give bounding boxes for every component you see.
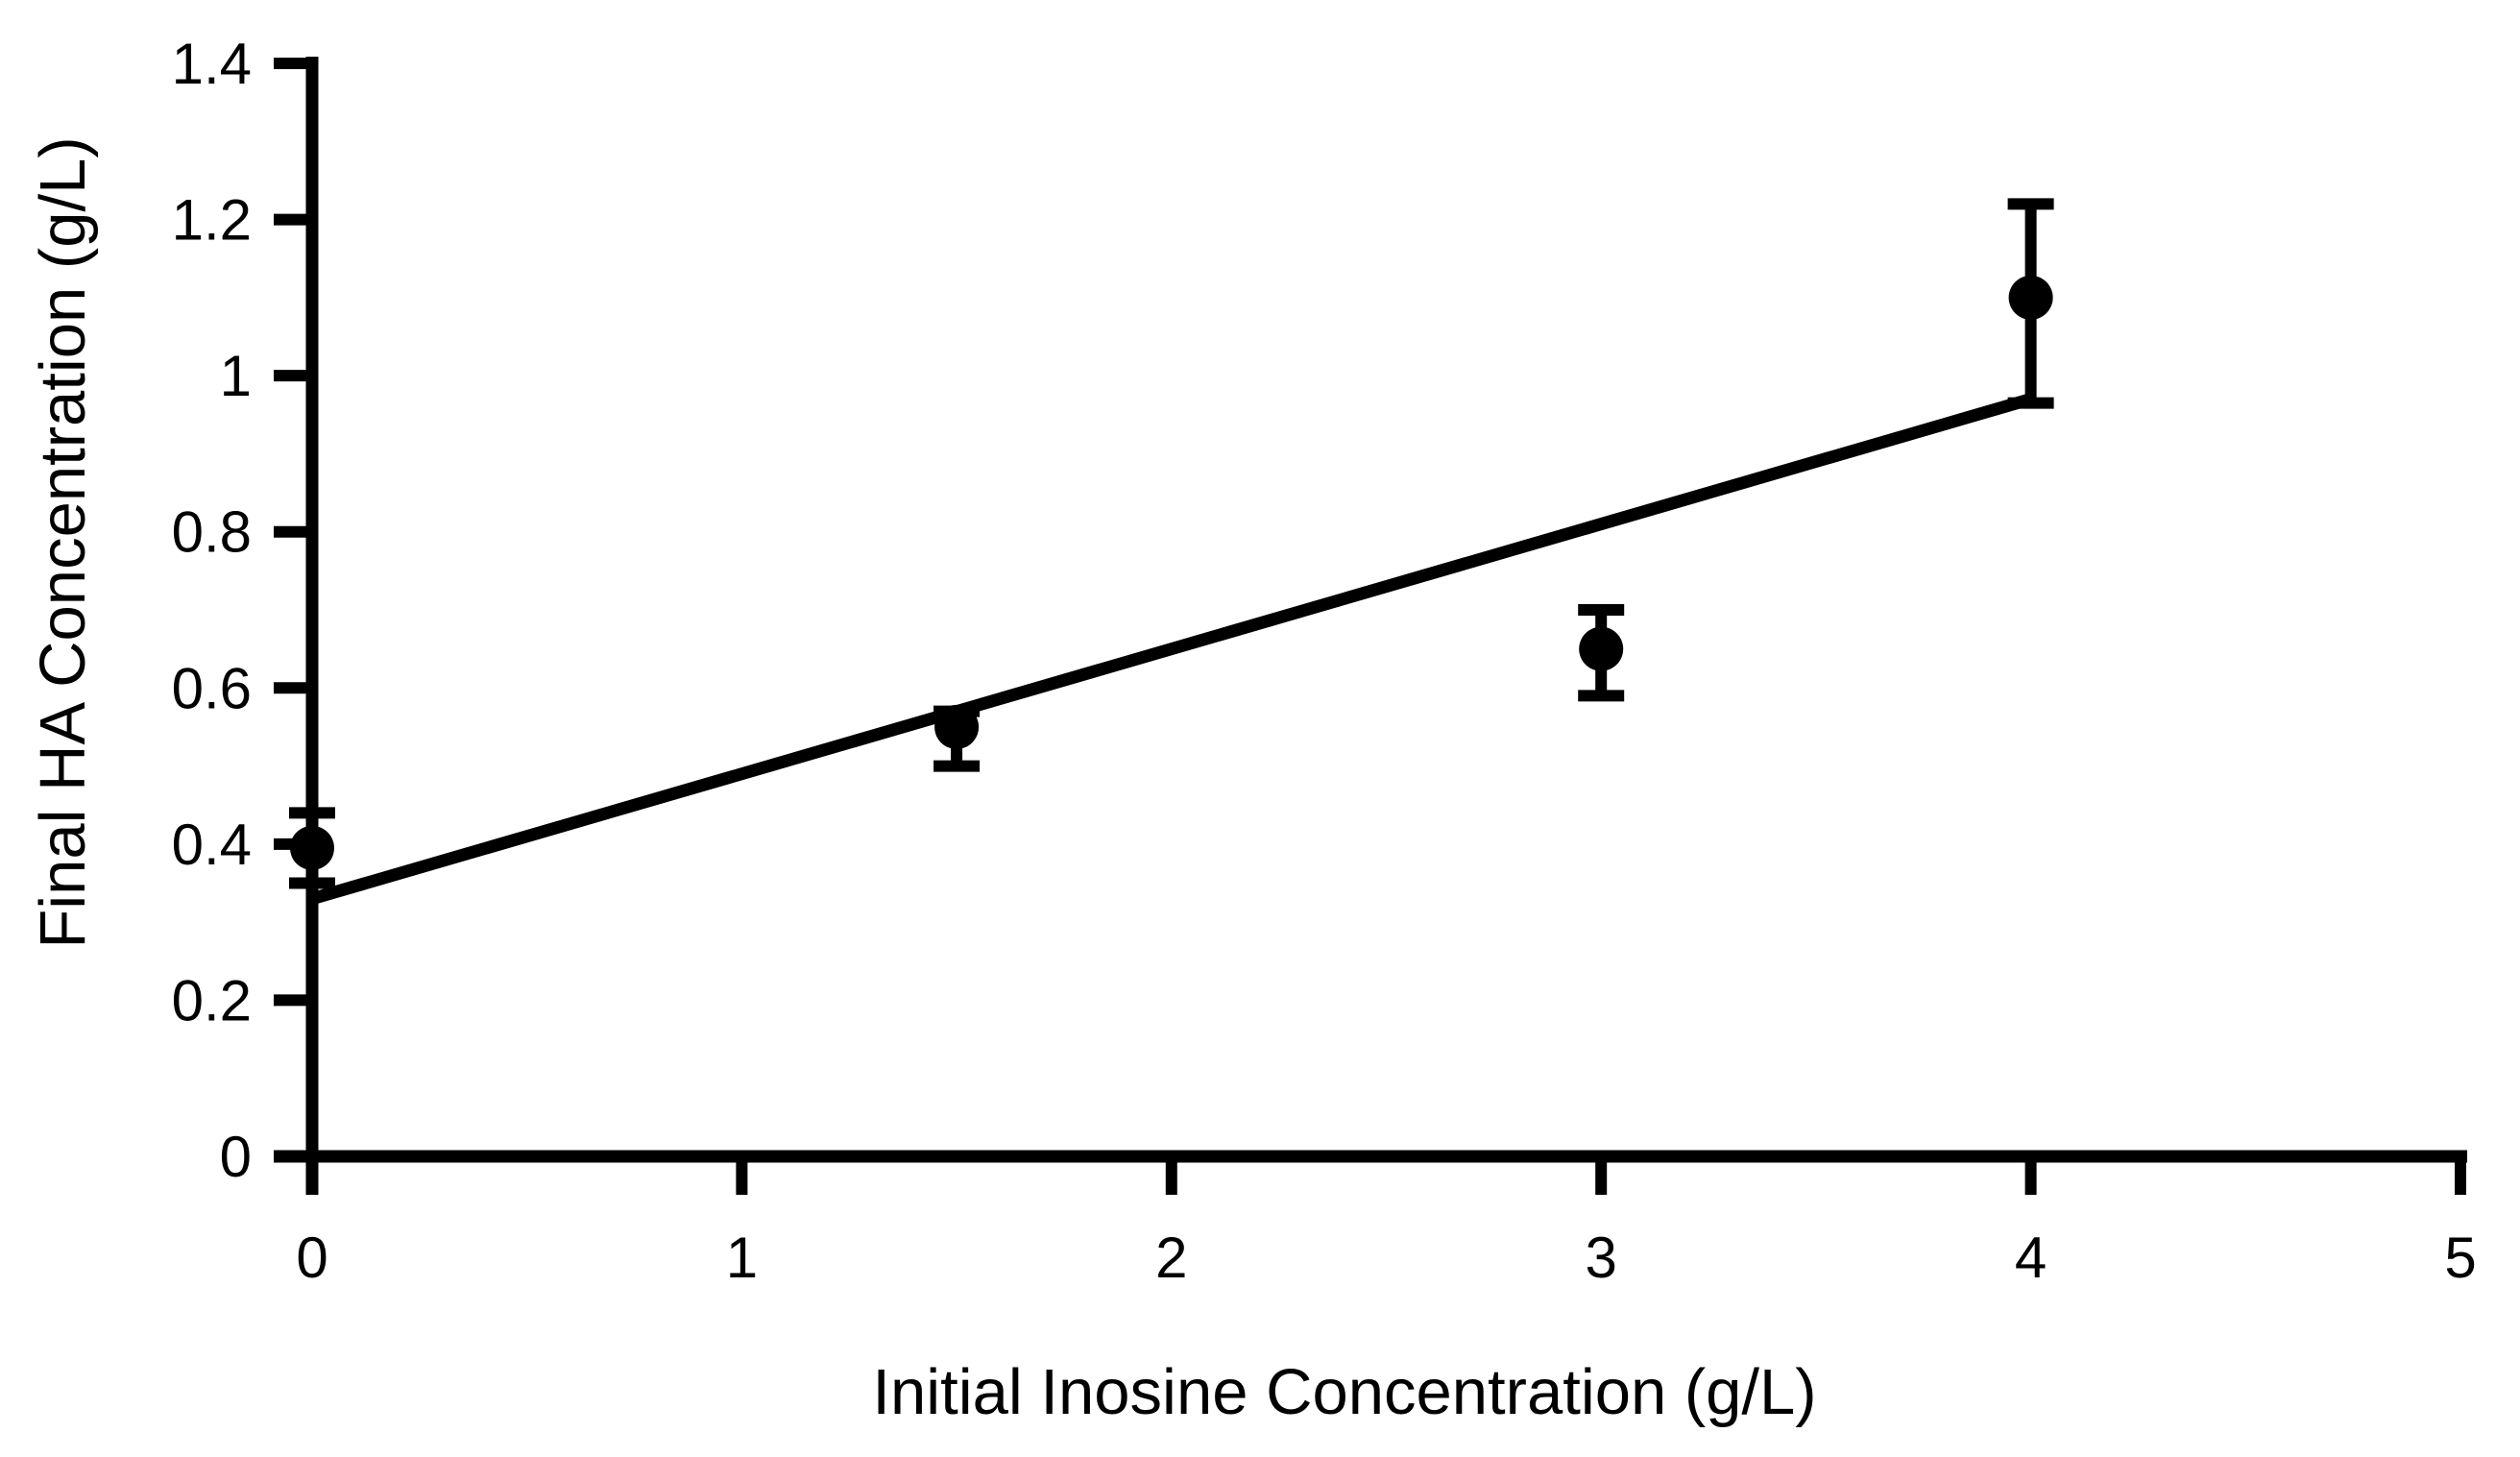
x-tick-label: 4 [2015, 1226, 2047, 1290]
x-tick-label: 1 [726, 1226, 758, 1290]
y-tick-label: 1.2 [172, 188, 252, 253]
data-point-marker [1579, 626, 1624, 671]
x-tick-label: 0 [296, 1226, 327, 1290]
x-tick-label: 5 [2444, 1226, 2476, 1290]
x-tick-label: 2 [1155, 1226, 1187, 1290]
y-tick-label: 0 [220, 1125, 252, 1189]
data-point-marker [290, 825, 334, 870]
y-tick-label: 0.2 [172, 968, 252, 1032]
y-tick-label: 0.6 [172, 656, 252, 720]
y-tick-label: 0.8 [172, 500, 252, 565]
y-tick-label: 1.4 [172, 32, 252, 96]
x-tick-label: 3 [1586, 1226, 1617, 1290]
y-tick-label: 1 [220, 344, 252, 408]
data-point-marker [2008, 275, 2053, 320]
data-point-marker [934, 704, 980, 749]
y-tick-label: 0.4 [172, 813, 252, 877]
x-axis-title: Initial Inosine Concentration (g/L) [872, 1356, 1816, 1428]
y-axis-title: Final HA Concentration (g/L) [27, 136, 99, 948]
trend-line [310, 393, 2033, 905]
